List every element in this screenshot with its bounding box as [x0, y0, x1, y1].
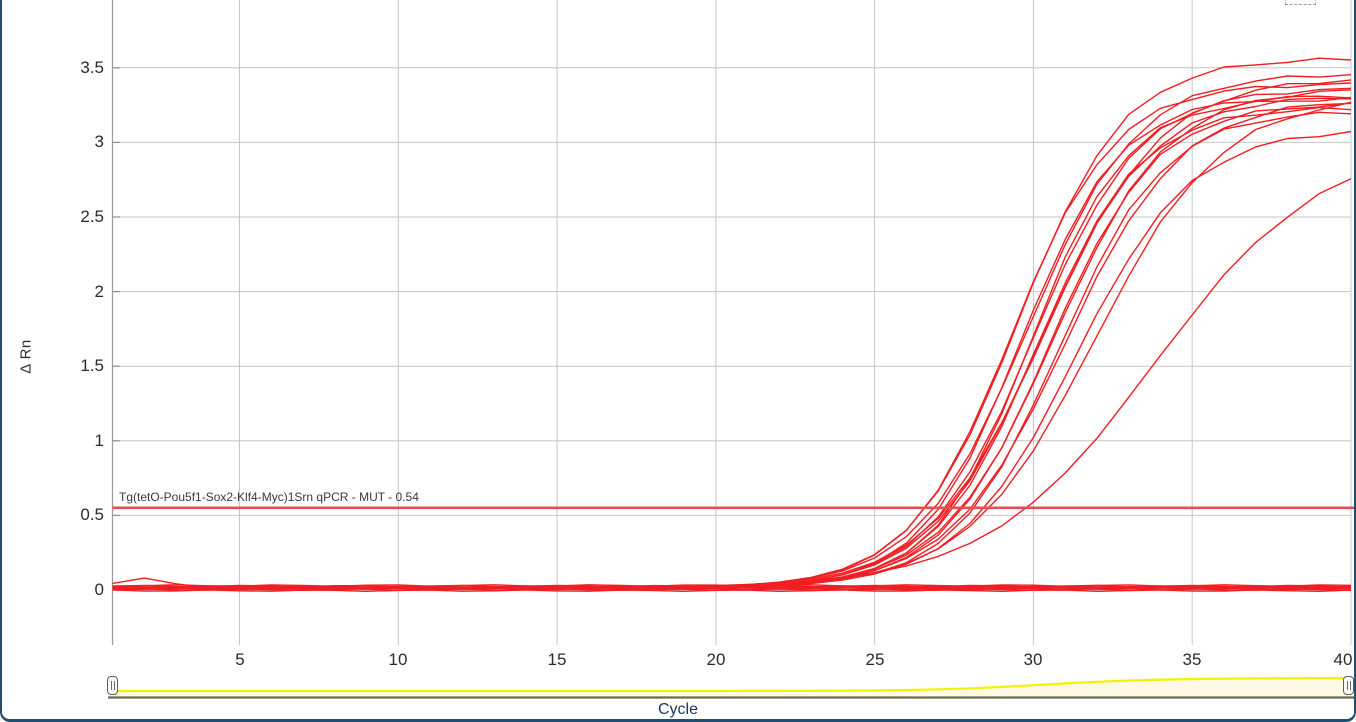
grip-icon [1349, 681, 1351, 690]
x-tick-label: 5 [235, 650, 245, 669]
range-slider-left-handle[interactable] [107, 676, 118, 695]
y-tick-label: 2.5 [80, 207, 104, 226]
x-tick-label: 20 [706, 650, 726, 669]
grip-icon [113, 681, 115, 690]
x-axis-title: Cycle [657, 701, 698, 718]
grip-icon [110, 681, 112, 690]
legend-box-fragment [1285, 0, 1316, 5]
y-tick-label: 3.5 [80, 58, 104, 77]
y-tick-label: 0.5 [80, 505, 104, 524]
x-tick-label: 35 [1182, 650, 1202, 669]
x-axis-title-bar: Cycle [2, 702, 1354, 719]
y-tick-label: 0 [94, 580, 104, 599]
threshold-label: Tg(tetO-Pou5f1-Sox2-Klf4-Myc)1Srn qPCR -… [119, 490, 419, 504]
y-tick-label: 1.5 [80, 356, 104, 375]
x-tick-label: 15 [547, 650, 567, 669]
grip-icon [1346, 681, 1348, 690]
range-slider-right-handle[interactable] [1343, 676, 1354, 695]
x-tick-label: 30 [1023, 650, 1043, 669]
y-tick-label: 3 [94, 132, 104, 151]
y-tick-label: 2 [94, 282, 104, 301]
x-tick-label: 10 [388, 650, 408, 669]
y-axis-title: Δ Rn [17, 339, 35, 374]
y-tick-label: 1 [94, 431, 104, 450]
x-tick-label: 40 [1333, 650, 1353, 669]
x-tick-label: 25 [865, 650, 885, 669]
